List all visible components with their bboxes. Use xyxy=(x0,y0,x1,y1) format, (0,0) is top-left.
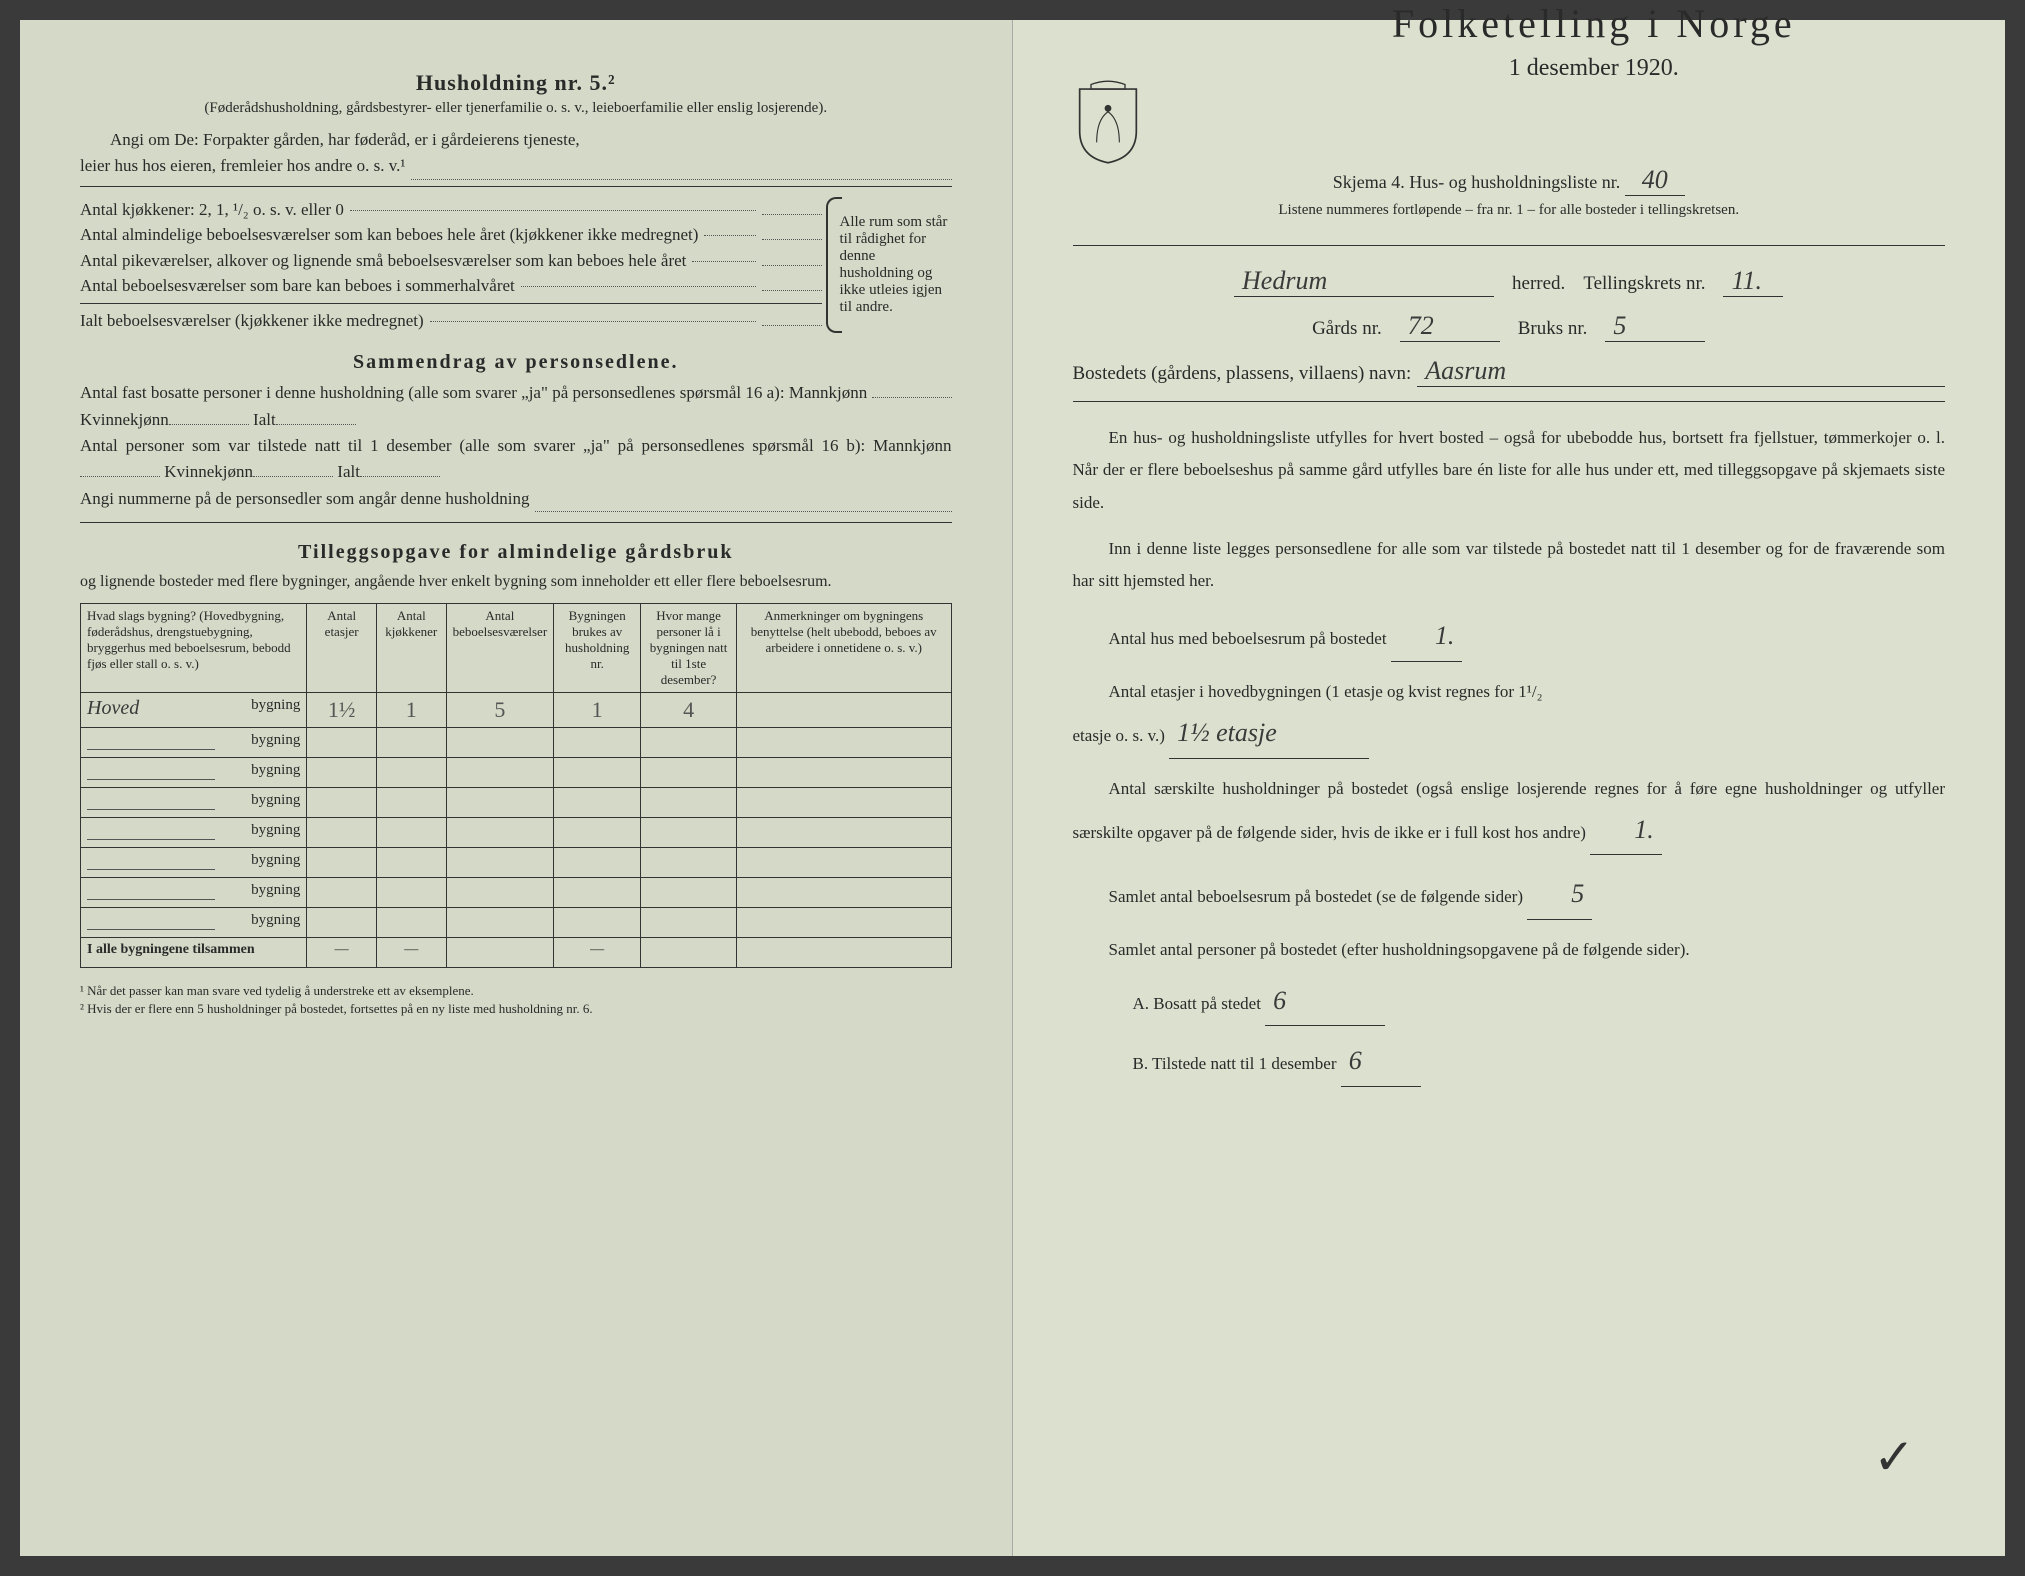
household-heading: Husholdning nr. 5.² xyxy=(80,70,952,96)
q4: Samlet antal beboelsesrum på bostedet (s… xyxy=(1073,869,1946,919)
th-pers: Hvor mange personer lå i bygningen natt … xyxy=(641,603,737,692)
herred-row: Hedrum herred. Tellingskrets nr. 11. xyxy=(1073,266,1946,297)
rooms-r1: Antal almindelige beboelsesværelser som … xyxy=(80,222,698,248)
main-title: Folketelling i Norge xyxy=(1243,0,1946,47)
rooms-r2: Antal pikeværelser, alkover og lignende … xyxy=(80,248,686,274)
table-row: bygning xyxy=(81,787,952,817)
left-page: Husholdning nr. 5.² (Føderådshusholdning… xyxy=(20,20,1013,1556)
table-row: bygning xyxy=(81,877,952,907)
q1-value: 1. xyxy=(1391,611,1463,661)
para-1: En hus- og husholdningsliste utfylles fo… xyxy=(1073,422,1946,519)
bosted-value: Aasrum xyxy=(1417,356,1945,387)
angi-line-2: leier hus hos eieren, fremleier hos andr… xyxy=(80,153,405,179)
kitchen-count-label: Antal kjøkkener: 2, 1, ¹/₂ o. s. v. elle… xyxy=(80,197,344,223)
tillegg-title: Tilleggsopgave for almindelige gårdsbruk xyxy=(80,541,952,564)
summary-p3: Angi nummerne på de personsedler som ang… xyxy=(80,486,529,512)
summary-title: Sammendrag av personsedlene. xyxy=(80,351,952,374)
th-hush: Bygningen brukes av husholdning nr. xyxy=(554,603,641,692)
q1: Antal hus med beboelsesrum på bostedet 1… xyxy=(1073,611,1946,661)
summary-p1: Antal fast bosatte personer i denne hush… xyxy=(80,383,867,402)
bosted-row: Bostedets (gårdens, plassens, villaens) … xyxy=(1073,356,1946,387)
building-table: Hvad slags bygning? (Hovedbygning, føder… xyxy=(80,603,952,968)
form-nr-value: 40 xyxy=(1625,165,1685,196)
checkmark-icon: ✓ xyxy=(1873,1428,1915,1486)
q3: Antal særskilte husholdninger på bostede… xyxy=(1073,773,1946,856)
main-date: 1 desember 1920. xyxy=(1243,55,1946,82)
gard-value: 72 xyxy=(1400,311,1500,342)
tillegg-sub: og lignende bosteder med flere bygninger… xyxy=(80,570,952,595)
q4-value: 5 xyxy=(1527,869,1592,919)
document-spread: Husholdning nr. 5.² (Føderådshusholdning… xyxy=(20,20,2005,1556)
right-page: Folketelling i Norge 1 desember 1920. Sk… xyxy=(1013,20,2006,1556)
rooms-r3: Antal beboelsesværelser som bare kan beb… xyxy=(80,273,515,299)
q5b-value: 6 xyxy=(1341,1036,1421,1086)
herred-value: Hedrum xyxy=(1234,266,1494,297)
list-note: Listene nummeres fortløpende – fra nr. 1… xyxy=(1073,202,1946,219)
th-kjokken: Antal kjøkkener xyxy=(376,603,446,692)
angi-line-1: Angi om De: Forpakter gården, har føderå… xyxy=(80,127,952,153)
q5a-value: 6 xyxy=(1265,976,1385,1026)
krets-value: 11. xyxy=(1723,266,1783,297)
footnotes: ¹ Når det passer kan man svare ved tydel… xyxy=(80,982,952,1018)
th-rom: Antal beboelsesværelser xyxy=(446,603,554,692)
th-type: Hvad slags bygning? (Hovedbygning, føder… xyxy=(81,603,307,692)
para-2: Inn i denne liste legges personsedlene f… xyxy=(1073,533,1946,598)
q3-value: 1. xyxy=(1590,805,1662,855)
rooms-total: Ialt beboelsesværelser (kjøkkener ikke m… xyxy=(80,308,424,334)
q5: Samlet antal personer på bostedet (efter… xyxy=(1073,934,1946,1087)
th-etasjer: Antal etasjer xyxy=(307,603,377,692)
table-row: Hovedbygning1½1514 xyxy=(81,692,952,727)
footnote-2: ² Hvis der er flere enn 5 husholdninger … xyxy=(80,1000,952,1018)
th-anm: Anmerkninger om bygningens benyttelse (h… xyxy=(736,603,951,692)
form-line: Skjema 4. Hus- og husholdningsliste nr. … xyxy=(1073,165,1946,196)
rooms-block: Antal kjøkkener: 2, 1, ¹/₂ o. s. v. elle… xyxy=(80,197,952,334)
bracket-note: Alle rum som står til rådighet for denne… xyxy=(822,197,952,334)
q2: Antal etasjer i hovedbygningen (1 etasje… xyxy=(1073,676,1946,759)
household-subtitle: (Føderådshusholdning, gårdsbestyrer- ell… xyxy=(80,100,952,117)
footnote-1: ¹ Når det passer kan man svare ved tydel… xyxy=(80,982,952,1000)
summary-p2: Antal personer som var tilstede natt til… xyxy=(80,436,952,455)
table-row: bygning xyxy=(81,757,952,787)
table-row: bygning xyxy=(81,847,952,877)
q2-value: 1½ etasje xyxy=(1169,708,1369,758)
gard-row: Gårds nr. 72 Bruks nr. 5 xyxy=(1073,311,1946,342)
coat-of-arms-icon xyxy=(1073,80,1143,165)
table-row: bygning xyxy=(81,907,952,937)
table-row: bygning xyxy=(81,727,952,757)
total-row-label: I alle bygningene tilsammen xyxy=(81,937,307,967)
table-row: bygning xyxy=(81,817,952,847)
bruk-value: 5 xyxy=(1605,311,1705,342)
